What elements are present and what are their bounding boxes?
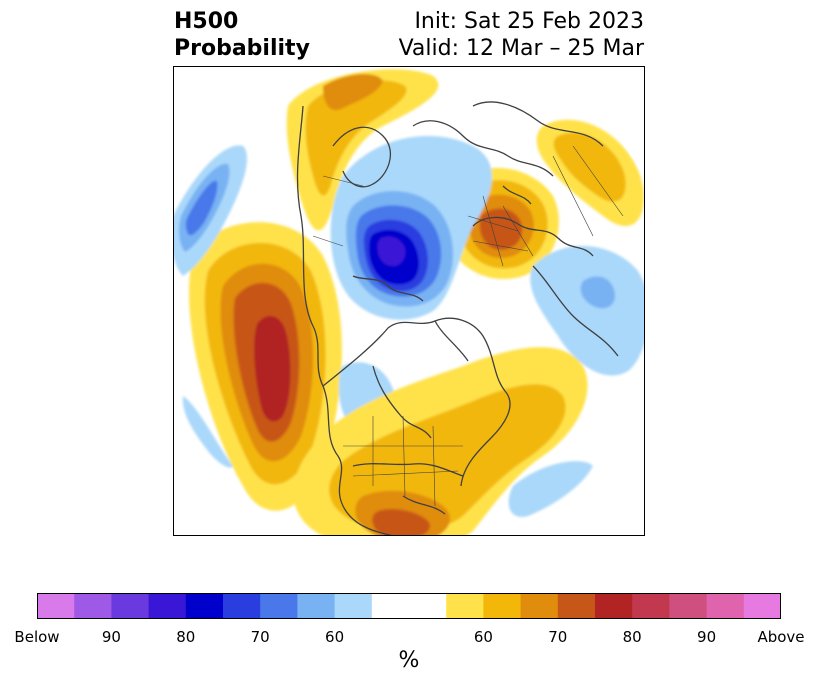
cold-anomaly-east-asia xyxy=(530,246,645,376)
cold-anomaly-arctic xyxy=(330,136,492,320)
warm-anomaly-greenland xyxy=(286,69,439,231)
colorbar-swatch xyxy=(483,593,522,619)
colorbar-unit: % xyxy=(398,648,420,673)
colorbar-tick-label: 80 xyxy=(622,628,642,646)
colorbar-swatch xyxy=(669,593,708,619)
title-product: H500 xyxy=(174,9,239,34)
colorbar-swatch xyxy=(223,593,261,619)
cold-anomaly-subtropics xyxy=(182,396,233,468)
cold-anomaly-pacific-edge xyxy=(173,145,247,276)
title-variable: Probability xyxy=(174,36,310,61)
chart-title: H500 Probability xyxy=(174,8,310,62)
colorbar-swatch xyxy=(371,593,410,619)
colorbar xyxy=(37,593,781,619)
colorbar-border xyxy=(37,593,781,619)
colorbar-swatch xyxy=(74,593,112,619)
colorbar-tick-label: 90 xyxy=(101,628,121,646)
colorbar-swatch xyxy=(595,593,633,619)
colorbar-tick-label: 60 xyxy=(473,628,493,646)
probability-map xyxy=(173,66,645,536)
colorbar-tick-label: 80 xyxy=(176,628,196,646)
chart-dates: Init: Sat 25 Feb 2023 Valid: 12 Mar – 25… xyxy=(399,8,644,62)
map-border xyxy=(173,66,645,536)
colorbar-swatch xyxy=(148,593,187,619)
colorbar-swatch xyxy=(520,593,559,619)
colorbar-tick-label: 70 xyxy=(548,628,568,646)
init-date: Init: Sat 25 Feb 2023 xyxy=(414,9,644,34)
colorbar-swatch xyxy=(557,593,596,619)
colorbar-tick-label: 90 xyxy=(697,628,717,646)
coastlines xyxy=(296,101,619,536)
colorbar-swatch xyxy=(297,593,336,619)
colorbar-swatch xyxy=(632,593,670,619)
colorbar-swatch xyxy=(260,593,298,619)
colorbar-swatch xyxy=(743,593,781,619)
colorbar-tick-label: 70 xyxy=(250,628,270,646)
colorbar-swatch xyxy=(706,593,745,619)
colorbar-tick-label: Below xyxy=(14,628,60,646)
warm-anomaly-north-america xyxy=(293,347,588,536)
warm-anomaly-siberia xyxy=(536,119,644,226)
colorbar-swatch xyxy=(409,593,447,619)
warm-anomaly-north-pacific xyxy=(189,222,342,511)
colorbar-swatch xyxy=(111,593,150,619)
valid-range: Valid: 12 Mar – 25 Mar xyxy=(398,36,644,61)
colorbar-swatch xyxy=(185,593,224,619)
colorbar-swatch xyxy=(334,593,373,619)
colorbar-tick-label: 60 xyxy=(325,628,345,646)
colorbar-tick-label: Above xyxy=(757,628,805,646)
cold-anomaly-atlantic xyxy=(508,461,593,517)
colorbar-swatch xyxy=(446,593,484,619)
colorbar-swatch xyxy=(37,593,75,619)
political-borders xyxy=(312,145,624,507)
